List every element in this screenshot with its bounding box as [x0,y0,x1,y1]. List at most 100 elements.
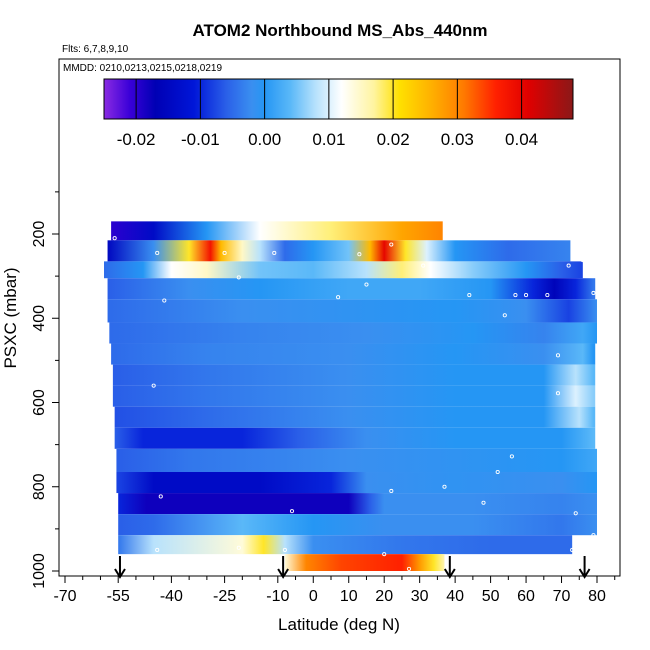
sample-point [158,494,163,499]
heatmap-layer-16 [284,554,445,571]
heatmap-layer-3 [107,278,596,300]
sample-point [467,293,472,298]
heatmap-layers [104,221,597,571]
heatmap-layer-5 [109,322,597,344]
x-tick-label: 80 [588,588,606,605]
sample-point [222,250,227,256]
heatmap-layer-10 [114,427,596,449]
sample-point [555,391,561,396]
heatmap-layer-6 [111,343,596,365]
x-axis: -70 -55 -40 -25 -10 0 10 20 30 40 50 60 70 80 [53,576,616,605]
sample-point [236,545,241,550]
colorbar: -0.02 -0.01 0.00 0.01 0.02 0.03 0.04 [103,78,574,149]
colorbar-tick-label: 0.03 [441,130,474,149]
x-tick-label: 50 [482,588,500,605]
sample-point [591,290,596,296]
x-tick-label: 20 [375,588,393,605]
colorbar-tick-label: -0.02 [117,130,156,149]
heatmap-layer-7 [112,364,596,386]
y-axis-label: PSXC (mbar) [1,267,20,368]
sample-point [591,533,596,538]
x-tick-label: -25 [213,588,236,605]
sample-point [236,275,241,280]
colorbar-tick-label: 0.00 [248,130,281,149]
y-tick-label: 200 [31,221,48,248]
x-tick-label: 70 [553,588,571,605]
profile-arrows [114,556,591,579]
sample-point [406,566,412,571]
heatmap-layer-13 [118,493,597,515]
profile-arrow [443,556,456,579]
sample-point [282,547,287,552]
heatmap-layer-11 [116,448,597,473]
sample-point [155,250,160,256]
flights-subtitle: Flts: 6,7,8,9,10 [62,44,129,55]
sample-point [566,263,571,268]
sample-point [389,488,394,494]
colorbar-gradient [103,78,574,120]
x-axis-label: Latitude (deg N) [278,615,400,634]
x-tick-label: -70 [53,588,76,605]
sample-point [509,454,514,459]
sample-point [112,236,117,241]
x-tick-label: 10 [340,588,358,605]
colorbar-tick-label: -0.01 [181,130,220,149]
heatmap-layer-15 [118,535,573,555]
x-tick-label: -10 [266,588,289,605]
sample-point [545,293,550,298]
heatmap-layer-0 [111,221,443,241]
sample-point [513,293,518,298]
plot-frame [58,58,621,577]
sample-point [555,353,561,358]
heatmap-layer-12 [116,472,597,494]
sample-point [524,293,529,298]
colorbar-tick-label: 0.04 [505,130,538,149]
profile-arrow [277,556,289,579]
sample-point [442,484,447,489]
chart-title: ATOM2 Northbound MS_Abs_440nm [192,21,487,40]
dates-subtitle: MMDD: 0210,0213,0215,0218,0219 [63,63,222,74]
profile-arrow [578,556,591,579]
sample-point [495,469,500,475]
heatmap-layer-2 [104,261,583,279]
y-tick-label: 1000 [31,553,48,589]
sample-point [502,313,507,318]
sample-point [364,282,369,287]
sample-point [573,511,578,516]
colorbar-tick-label: 0.01 [312,130,345,149]
sample-point [421,263,426,268]
sample-point [162,298,167,303]
x-tick-label: -40 [160,588,183,605]
heatmap-layer-4 [107,299,597,323]
x-tick-label: 60 [517,588,535,605]
y-axis: 200 400 600 800 1000 [31,191,59,589]
sample-point [112,547,117,552]
profile-arrow [114,556,126,579]
sample-point [98,263,103,268]
heatmap-layer-1 [107,240,571,262]
sample-point [570,547,575,552]
sample-point [155,547,160,552]
x-tick-label: -55 [107,588,130,605]
sample-point [481,500,486,505]
y-tick-label: 600 [31,389,48,416]
sample-point [272,250,277,256]
y-tick-label: 800 [31,473,48,500]
x-tick-label: 0 [309,588,318,605]
sample-point [336,295,341,300]
sample-point [580,258,585,263]
heatmap-layer-9 [114,406,596,428]
sample-point [382,552,387,557]
sample-point [151,383,156,388]
x-tick-label: 40 [446,588,464,605]
sample-point [289,509,295,514]
sample-point [389,242,394,247]
heatmap-layer-14 [118,514,597,536]
x-tick-label: 30 [411,588,429,605]
heatmap-layer-8 [112,385,596,407]
sample-points [98,236,596,571]
y-tick-label: 400 [31,305,48,332]
sample-point [357,252,362,257]
colorbar-tick-label: 0.02 [377,130,410,149]
